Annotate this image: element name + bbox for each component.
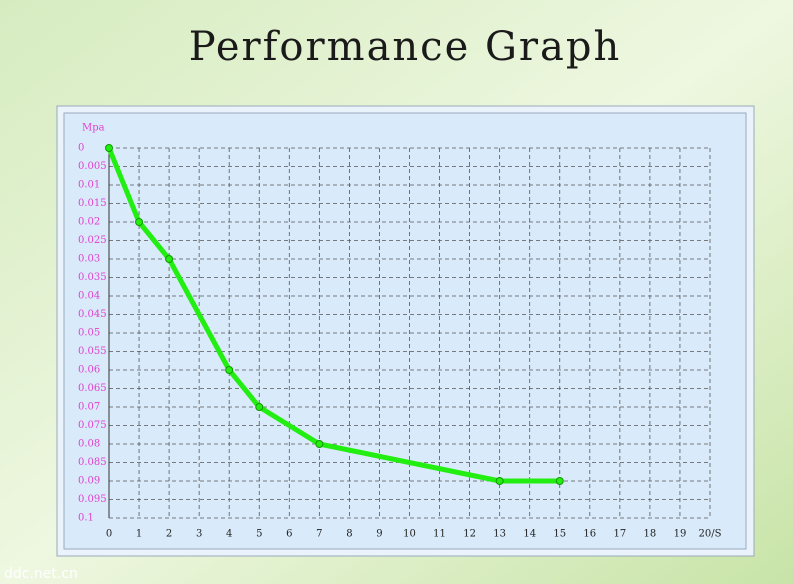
x-tick-label: 14 — [523, 529, 536, 540]
watermark: ddc.net.cn — [4, 566, 78, 582]
x-tick-label: 18 — [644, 529, 657, 540]
y-tick-label: 0.06 — [78, 365, 100, 376]
y-tick-label: 0.085 — [78, 457, 107, 468]
y-tick-label: 0.055 — [78, 346, 107, 357]
y-tick-label: 0.1 — [78, 513, 94, 524]
y-tick-label: 0.02 — [78, 217, 100, 228]
x-tick-label: 5 — [256, 529, 262, 540]
chart-title: Performance Graph — [189, 24, 622, 70]
x-tick-label: 16 — [583, 529, 596, 540]
y-tick-label: 0.045 — [78, 309, 107, 320]
y-tick-label: 0.07 — [78, 402, 100, 413]
y-tick-label: 0.09 — [78, 476, 100, 487]
x-tick-label: 10 — [403, 529, 416, 540]
point — [165, 255, 174, 263]
plot-panel — [63, 112, 747, 550]
point — [555, 477, 564, 485]
x-tick-label: 20/S — [699, 529, 722, 540]
x-tick-label: 12 — [463, 529, 476, 540]
y-tick-label: 0.035 — [78, 272, 107, 283]
y-tick-label: 0.08 — [78, 439, 100, 450]
x-tick-label: 17 — [613, 529, 626, 540]
point — [255, 403, 264, 411]
y-tick-label: 0.05 — [78, 328, 100, 339]
y-tick-label: 0.005 — [78, 161, 107, 172]
y-tick-label: 0.075 — [78, 420, 107, 431]
y-tick-label: 0.065 — [78, 383, 107, 394]
y-tick-label: 0.01 — [78, 180, 100, 191]
x-tick-label: 3 — [196, 529, 202, 540]
point — [225, 366, 234, 374]
y-tick-label: 0.025 — [78, 235, 107, 246]
point — [495, 477, 504, 485]
x-tick-label: 7 — [316, 529, 322, 540]
x-tick-label: 1 — [136, 529, 142, 540]
point — [105, 144, 113, 152]
x-tick-label: 19 — [674, 529, 687, 540]
y-tick-label: 0.03 — [78, 254, 100, 265]
x-tick-label: 0 — [106, 529, 112, 540]
x-tick-label: 11 — [433, 529, 446, 540]
x-tick-label: 2 — [166, 529, 172, 540]
x-tick-label: 4 — [226, 529, 232, 540]
x-tick-label: 6 — [286, 529, 292, 540]
x-tick-label: 9 — [376, 529, 382, 540]
point — [315, 440, 324, 448]
y-tick-label: 0 — [78, 143, 84, 154]
point — [135, 218, 144, 226]
line — [106, 147, 560, 484]
y-axis-label: Mpa — [82, 123, 105, 134]
x-tick-label: 13 — [493, 529, 506, 540]
y-tick-label: 0.015 — [78, 198, 107, 209]
y-tick-label: 0.095 — [78, 494, 107, 505]
x-tick-label: 8 — [346, 529, 352, 540]
y-tick-label: 0.04 — [78, 291, 100, 302]
x-tick-label: 15 — [553, 529, 566, 540]
